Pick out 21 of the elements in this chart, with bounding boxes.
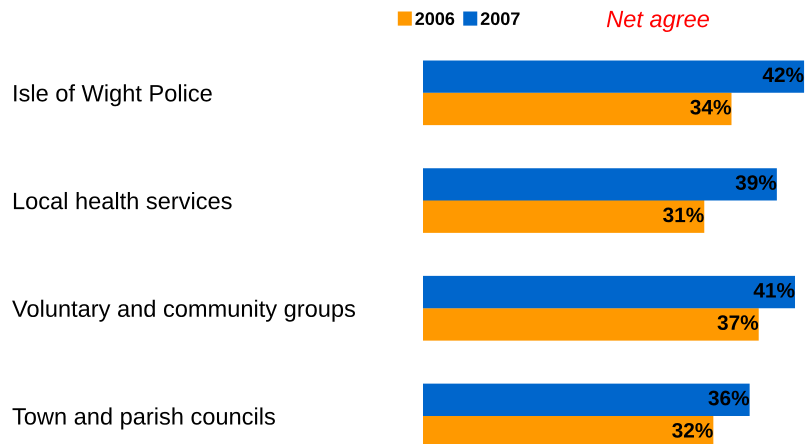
legend-label: 2007	[480, 12, 520, 26]
legend-label: 2006	[415, 12, 454, 26]
data-label: 42%	[762, 67, 804, 82]
data-label: 31%	[663, 208, 704, 222]
data-label: 39%	[736, 175, 776, 190]
data-label: 37%	[718, 315, 758, 330]
bar	[423, 60, 804, 93]
data-label: 32%	[672, 422, 713, 438]
text: Net agree	[606, 10, 709, 32]
y-tick-label: Local health services	[14, 192, 232, 210]
bar	[423, 308, 759, 341]
y-tick-label: Town and parish councils	[12, 407, 275, 430]
y-tick-label: Voluntary and community groups	[12, 300, 356, 322]
data-label: 36%	[708, 390, 750, 406]
bar	[423, 92, 732, 126]
bar	[423, 200, 704, 233]
data-label: 34%	[690, 100, 731, 115]
bar	[423, 276, 796, 308]
bar	[423, 168, 777, 201]
data-label: 41%	[754, 282, 794, 298]
y-tick-label: Isle of Wight Police	[14, 84, 212, 106]
